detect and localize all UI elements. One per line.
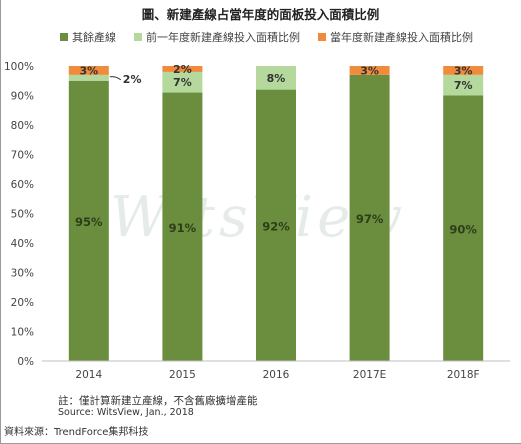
bar-segment-prev-year: [162, 71, 203, 93]
x-tick-label: 2018F: [447, 369, 480, 381]
data-label: 95%: [75, 215, 103, 229]
bar-segment-current-year: [349, 66, 390, 75]
data-label: 97%: [356, 212, 384, 226]
y-axis: 0% 10% 20% 30% 40% 50% 60% 70% 80% 90% 100%: [4, 61, 34, 368]
data-label: 2%: [173, 63, 192, 76]
y-tick-label: 70%: [11, 150, 34, 162]
legend: 其餘產線 前一年度新建產線投入面積比例 當年度新建產線投入面積比例: [60, 29, 473, 45]
data-label: 7%: [173, 76, 192, 89]
legend-label: 其餘產線: [72, 31, 116, 44]
data-label: 2%: [123, 73, 142, 86]
legend-label: 當年度新建產線投入面積比例: [330, 31, 473, 44]
y-tick-label: 40%: [11, 238, 34, 250]
bar-segment-other: [443, 95, 484, 361]
bar-segment-other: [349, 74, 390, 361]
chart-title: 圖、新建產線占當年度的面板投入面積比例: [141, 7, 380, 22]
x-axis: 2014 2015 2016 2017E 2018F: [42, 360, 510, 381]
bar-segment-current-year: [162, 66, 203, 72]
y-tick-label: 10%: [11, 327, 34, 339]
data-label: 90%: [449, 222, 477, 236]
y-tick-label: 0%: [17, 356, 34, 368]
y-tick-label: 30%: [11, 268, 34, 280]
bar-segment-other: [256, 89, 296, 361]
legend-item-current-year: 當年度新建產線投入面積比例: [318, 29, 473, 45]
y-tick-label: 20%: [11, 297, 34, 309]
data-label: 91%: [169, 221, 197, 235]
data-label: 7%: [454, 79, 473, 92]
y-tick-label: 60%: [11, 179, 34, 191]
x-tick-label: 2014: [75, 369, 102, 381]
x-tick-label: 2017E: [353, 369, 386, 381]
legend-item-other-lines: 其餘產線: [60, 29, 116, 45]
x-tick-label: 2016: [263, 369, 290, 381]
legend-swatch: [134, 33, 142, 41]
y-tick-label: 90%: [11, 91, 34, 103]
bar-segment-other: [162, 92, 203, 362]
bar-segment-other: [68, 80, 109, 361]
bar-segment-prev-year: [68, 74, 109, 81]
legend-swatch: [318, 33, 326, 41]
legend-item-prev-year: 前一年度新建產線投入面積比例: [134, 29, 300, 45]
x-tick-label: 2015: [169, 369, 196, 381]
source-note: Source: WitsView, Jan., 2018: [58, 407, 194, 418]
data-label: 92%: [262, 219, 290, 233]
data-label: 3%: [454, 64, 473, 77]
y-tick-label: 80%: [11, 120, 34, 132]
data-label: 8%: [267, 72, 286, 85]
bars: 95%2%3%91%7%2%92%8%97%3%90%7%3%: [68, 63, 484, 362]
legend-swatch: [60, 33, 68, 41]
bar-segment-current-year: [443, 66, 484, 75]
data-source-note: 資料來源：TrendForce集邦科技: [4, 427, 149, 438]
bar-segment-prev-year: [443, 74, 484, 96]
bar-segment-current-year: [68, 66, 109, 75]
y-tick-label: 50%: [11, 209, 34, 221]
legend-label: 前一年度新建產線投入面積比例: [146, 31, 300, 44]
y-tick-label: 100%: [4, 61, 34, 73]
data-label: 3%: [360, 64, 379, 77]
label-leader-line: [109, 76, 122, 81]
bar-segment-prev-year: [256, 66, 296, 90]
data-label: 3%: [79, 64, 98, 77]
footnote: 註：僅計算新建立產線，不含舊廠擴增產能: [58, 395, 258, 407]
